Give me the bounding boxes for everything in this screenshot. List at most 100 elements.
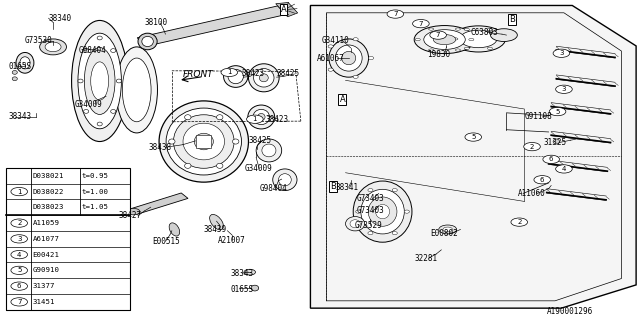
Ellipse shape [465, 28, 469, 31]
Ellipse shape [138, 33, 157, 50]
Text: t=1.05: t=1.05 [81, 204, 108, 210]
Circle shape [221, 68, 237, 76]
Ellipse shape [451, 26, 506, 52]
Ellipse shape [414, 26, 475, 53]
Polygon shape [130, 193, 188, 214]
Text: G34110: G34110 [321, 36, 349, 45]
Text: 38343: 38343 [9, 113, 32, 122]
Ellipse shape [166, 108, 241, 175]
Circle shape [413, 20, 429, 28]
Ellipse shape [40, 39, 67, 55]
Text: 0165S: 0165S [9, 61, 32, 70]
Ellipse shape [91, 62, 109, 100]
Text: 6: 6 [540, 177, 545, 183]
Text: D038021: D038021 [33, 173, 64, 179]
Ellipse shape [20, 57, 30, 69]
Ellipse shape [248, 105, 275, 129]
Ellipse shape [468, 38, 474, 41]
Ellipse shape [97, 122, 102, 126]
Circle shape [553, 49, 570, 57]
Ellipse shape [404, 210, 410, 213]
Text: 3: 3 [17, 236, 22, 242]
Ellipse shape [84, 48, 115, 115]
Text: 7: 7 [436, 32, 440, 38]
Ellipse shape [356, 210, 361, 213]
Polygon shape [196, 135, 211, 148]
Text: D038023: D038023 [33, 204, 64, 210]
Ellipse shape [78, 33, 122, 129]
Ellipse shape [232, 139, 239, 144]
Circle shape [11, 298, 28, 306]
Ellipse shape [257, 114, 265, 121]
Ellipse shape [142, 36, 154, 47]
Circle shape [534, 176, 550, 184]
Text: 0165S: 0165S [230, 284, 253, 293]
Circle shape [549, 108, 566, 116]
Circle shape [511, 218, 527, 226]
Text: E00802: E00802 [430, 229, 458, 238]
Ellipse shape [122, 58, 151, 122]
Ellipse shape [499, 38, 504, 40]
Ellipse shape [439, 225, 457, 234]
Ellipse shape [328, 45, 333, 48]
Text: t=0.95: t=0.95 [81, 173, 108, 179]
Text: 19830: 19830 [428, 50, 451, 59]
Ellipse shape [210, 214, 223, 230]
Text: 38423: 38423 [241, 69, 264, 78]
Ellipse shape [84, 109, 89, 113]
Text: 38100: 38100 [145, 19, 168, 28]
Ellipse shape [251, 285, 259, 291]
Circle shape [11, 235, 28, 243]
Circle shape [11, 282, 28, 290]
Ellipse shape [369, 56, 374, 60]
Ellipse shape [72, 20, 128, 141]
Ellipse shape [453, 38, 458, 40]
Text: A11060: A11060 [518, 189, 546, 198]
Text: A21007: A21007 [218, 236, 246, 245]
Circle shape [11, 219, 28, 227]
Ellipse shape [328, 68, 333, 71]
Ellipse shape [169, 223, 180, 236]
Ellipse shape [415, 38, 420, 41]
Ellipse shape [16, 52, 34, 73]
Ellipse shape [111, 109, 116, 113]
Ellipse shape [216, 115, 223, 120]
Ellipse shape [228, 69, 243, 84]
Text: A61067: A61067 [317, 53, 344, 62]
Ellipse shape [12, 70, 17, 74]
Circle shape [11, 266, 28, 275]
Text: A: A [339, 95, 345, 104]
Ellipse shape [335, 45, 362, 71]
Text: 2: 2 [530, 144, 534, 150]
Text: 3: 3 [562, 86, 566, 92]
Circle shape [11, 251, 28, 259]
Text: G73530: G73530 [25, 36, 52, 45]
Ellipse shape [12, 77, 17, 81]
Text: A11059: A11059 [33, 220, 60, 226]
Ellipse shape [78, 79, 83, 83]
Ellipse shape [490, 29, 517, 42]
Text: G91108: G91108 [524, 113, 552, 122]
Text: G98404: G98404 [79, 45, 106, 55]
Ellipse shape [84, 49, 89, 52]
Text: G73403: G73403 [357, 206, 385, 215]
Text: G98404: G98404 [259, 184, 287, 193]
Text: G90910: G90910 [33, 268, 60, 273]
Text: 38438: 38438 [149, 143, 172, 152]
Ellipse shape [429, 49, 434, 51]
Text: A: A [281, 5, 287, 14]
Ellipse shape [273, 169, 297, 191]
Text: C63803: C63803 [470, 28, 498, 37]
Ellipse shape [194, 133, 213, 150]
Text: G73529: G73529 [355, 221, 383, 230]
Circle shape [465, 133, 481, 141]
Ellipse shape [184, 163, 191, 168]
Circle shape [387, 10, 404, 18]
Ellipse shape [216, 163, 223, 168]
Ellipse shape [223, 66, 248, 87]
Text: 38341: 38341 [336, 183, 359, 192]
Ellipse shape [346, 217, 365, 231]
Ellipse shape [443, 227, 452, 232]
Text: 31451: 31451 [33, 299, 55, 305]
Ellipse shape [259, 74, 268, 82]
